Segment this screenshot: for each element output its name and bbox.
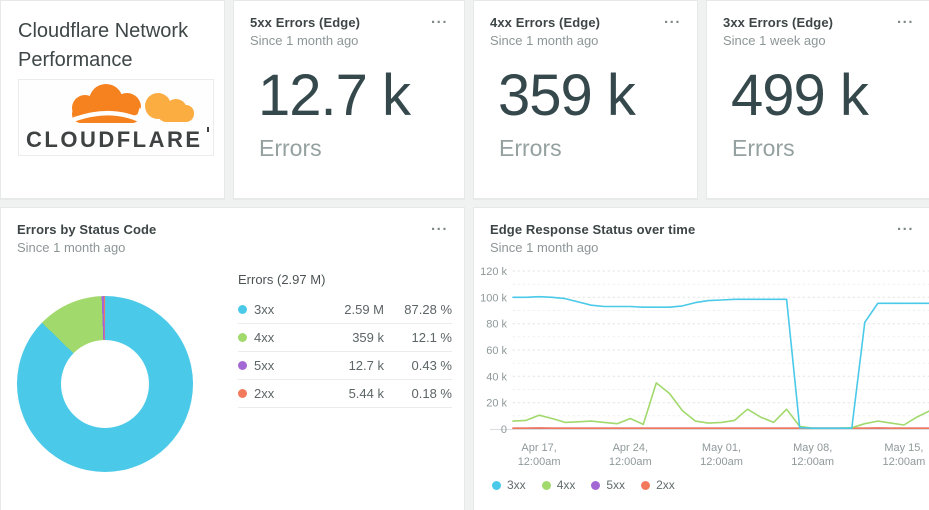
series-dot-2xx	[238, 389, 247, 398]
svg-text:Apr 24,: Apr 24,	[613, 442, 648, 454]
donut-legend: Errors (2.97 M) 3xx 2.59 M 87.28 % 4xx 3…	[238, 272, 452, 408]
legend-item-4xx[interactable]: 4xx	[541, 478, 576, 492]
series-value: 2.59 M	[344, 302, 384, 317]
card-subtitle: Since 1 month ago	[490, 33, 599, 48]
stat-value: 12.7 k	[258, 63, 411, 128]
card-menu-icon[interactable]: ...	[896, 217, 914, 234]
series-label: 2xx	[254, 386, 275, 401]
logo-wordmark: CLOUDFLARE	[26, 127, 203, 152]
svg-text:May 08,: May 08,	[793, 442, 832, 454]
series-dot-2xx	[641, 480, 651, 490]
logo-sparkle-icon	[130, 107, 150, 127]
card-cloudflare-header: Cloudflare Network Performance CLOUDFLAR…	[0, 0, 225, 199]
svg-text:20 k: 20 k	[486, 398, 507, 410]
svg-text:80 k: 80 k	[486, 319, 507, 331]
logo-trademark	[207, 127, 209, 132]
svg-text:40 k: 40 k	[486, 371, 507, 383]
card-menu-icon[interactable]: ...	[430, 10, 448, 27]
svg-text:12:00am: 12:00am	[700, 456, 743, 468]
card-edge-response-status: 120 k 100 k 80 k 60 k 40 k 20 k 0 Apr 17, 12:00a…	[473, 207, 929, 510]
timeseries-svg[interactable]: 120 k 100 k 80 k 60 k 40 k 20 k 0 Apr 17, 12:00a…	[474, 208, 929, 510]
svg-text:May 15,: May 15,	[884, 442, 923, 454]
card-3xx-errors: 3xx Errors (Edge) Since 1 week ago ... 4…	[706, 0, 929, 199]
series-label: 2xx	[656, 478, 675, 492]
card-5xx-errors: 5xx Errors (Edge) Since 1 month ago ... …	[233, 0, 465, 199]
series-label: 4xx	[254, 330, 275, 345]
series-dot-4xx	[541, 480, 551, 490]
svg-text:May 01,: May 01,	[702, 442, 741, 454]
series-value: 12.7 k	[348, 358, 384, 373]
series-percent: 12.1 %	[411, 330, 452, 345]
svg-text:12:00am: 12:00am	[609, 456, 652, 468]
svg-text:12:00am: 12:00am	[882, 456, 925, 468]
card-subtitle: Since 1 week ago	[723, 33, 826, 48]
legend-item-2xx[interactable]: 2xx	[641, 478, 675, 492]
series-dot-4xx	[238, 333, 247, 342]
series-label: 4xx	[556, 478, 576, 492]
donut-chart[interactable]	[17, 296, 193, 472]
timeseries-legend: 3xx 4xx 5xx 2xx	[492, 478, 675, 492]
series-label: 5xx	[606, 478, 626, 492]
series-percent: 0.43 %	[411, 358, 452, 373]
svg-text:Apr 17,: Apr 17,	[521, 442, 556, 454]
legend-row-3xx[interactable]: 3xx 2.59 M 87.28 %	[238, 296, 452, 324]
series-label: 5xx	[254, 358, 275, 373]
card-menu-icon[interactable]: ...	[430, 217, 448, 234]
series-dot-5xx	[591, 480, 601, 490]
card-menu-icon[interactable]: ...	[896, 10, 914, 27]
cloudflare-logo-image: CLOUDFLARE	[26, 84, 209, 152]
series-dot-5xx	[238, 361, 247, 370]
series-percent: 0.18 %	[411, 386, 452, 401]
svg-text:0: 0	[501, 424, 507, 436]
card-title: Errors by Status Code	[17, 222, 157, 237]
cloud-shape-light	[145, 93, 194, 122]
stat-unit: Errors	[732, 135, 795, 161]
svg-text:12:00am: 12:00am	[791, 456, 834, 468]
series-dot-3xx	[238, 305, 247, 314]
card-menu-icon[interactable]: ...	[663, 10, 681, 27]
svg-text:60 k: 60 k	[486, 345, 507, 357]
card-errors-by-status-code: Errors by Status Code Since 1 month ago …	[0, 207, 465, 510]
svg-text:100 k: 100 k	[480, 292, 507, 304]
card-title: 3xx Errors (Edge)	[723, 15, 834, 30]
series-label: 3xx	[254, 302, 275, 317]
legend-row-4xx[interactable]: 4xx 359 k 12.1 %	[238, 324, 452, 352]
page-title: Cloudflare Network Performance	[18, 20, 189, 71]
stat-value: 499 k	[731, 63, 869, 128]
donut-legend-header: Errors (2.97 M)	[238, 272, 326, 287]
svg-text:120 k: 120 k	[480, 266, 507, 278]
series-label: 3xx	[507, 478, 526, 492]
cloudflare-logo: CLOUDFLARE	[18, 79, 214, 156]
card-subtitle: Since 1 month ago	[17, 240, 126, 255]
legend-item-3xx[interactable]: 3xx	[492, 478, 526, 492]
stat-unit: Errors	[259, 135, 322, 161]
legend-item-5xx[interactable]: 5xx	[591, 478, 625, 492]
card-subtitle: Since 1 month ago	[490, 240, 599, 255]
legend-row-5xx[interactable]: 5xx 12.7 k 0.43 %	[238, 352, 452, 380]
card-title: 5xx Errors (Edge)	[250, 15, 361, 30]
series-dot-3xx	[492, 480, 501, 490]
card-subtitle: Since 1 month ago	[250, 33, 359, 48]
series-value: 5.44 k	[348, 386, 384, 401]
card-title: 4xx Errors (Edge)	[490, 15, 601, 30]
stat-unit: Errors	[499, 135, 562, 161]
card-4xx-errors: 4xx Errors (Edge) Since 1 month ago ... …	[473, 0, 698, 199]
series-value: 359 k	[352, 330, 384, 345]
card-title: Edge Response Status over time	[490, 222, 696, 237]
svg-text:12:00am: 12:00am	[518, 456, 561, 468]
legend-row-2xx[interactable]: 2xx 5.44 k 0.18 %	[238, 380, 452, 408]
series-percent: 87.28 %	[404, 302, 452, 317]
stat-value: 359 k	[498, 63, 636, 128]
